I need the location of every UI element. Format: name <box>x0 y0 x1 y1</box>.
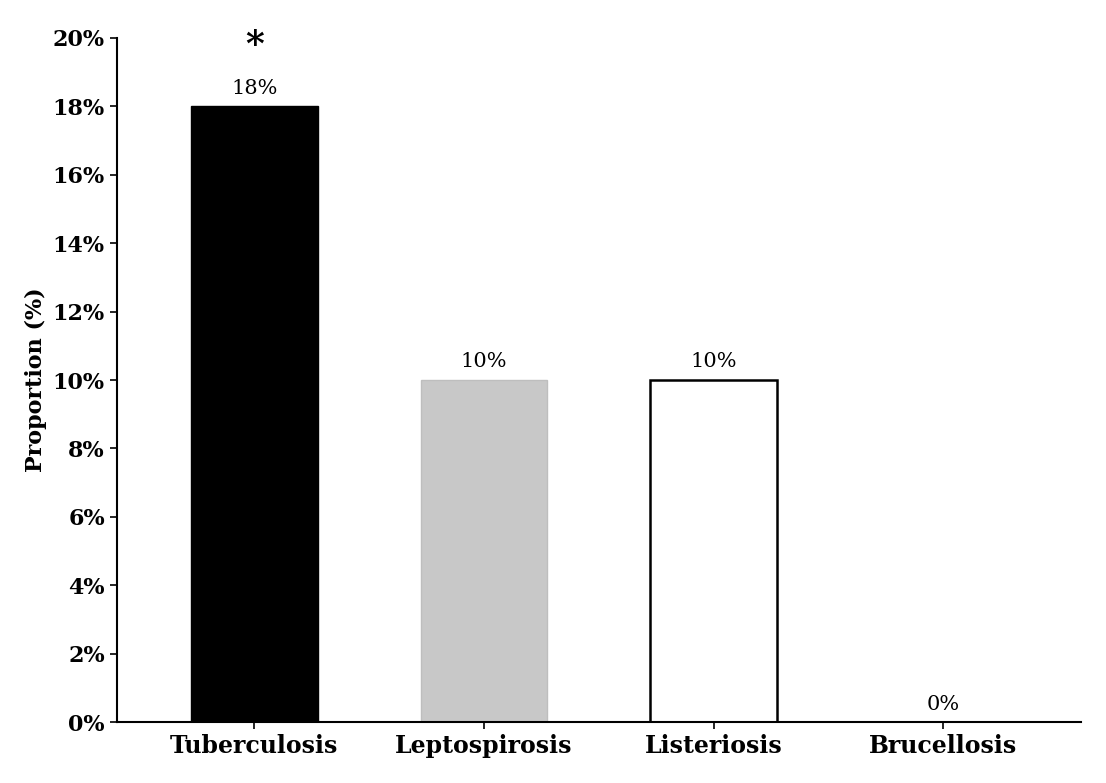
Bar <box>191 106 317 722</box>
Text: 0%: 0% <box>927 695 960 713</box>
Text: 10%: 10% <box>461 352 508 371</box>
Bar <box>420 380 547 722</box>
Bar <box>650 380 776 722</box>
Text: 10%: 10% <box>690 352 737 371</box>
Y-axis label: Proportion (%): Proportion (%) <box>25 287 48 472</box>
Text: *: * <box>244 28 264 62</box>
Text: 18%: 18% <box>231 79 278 98</box>
